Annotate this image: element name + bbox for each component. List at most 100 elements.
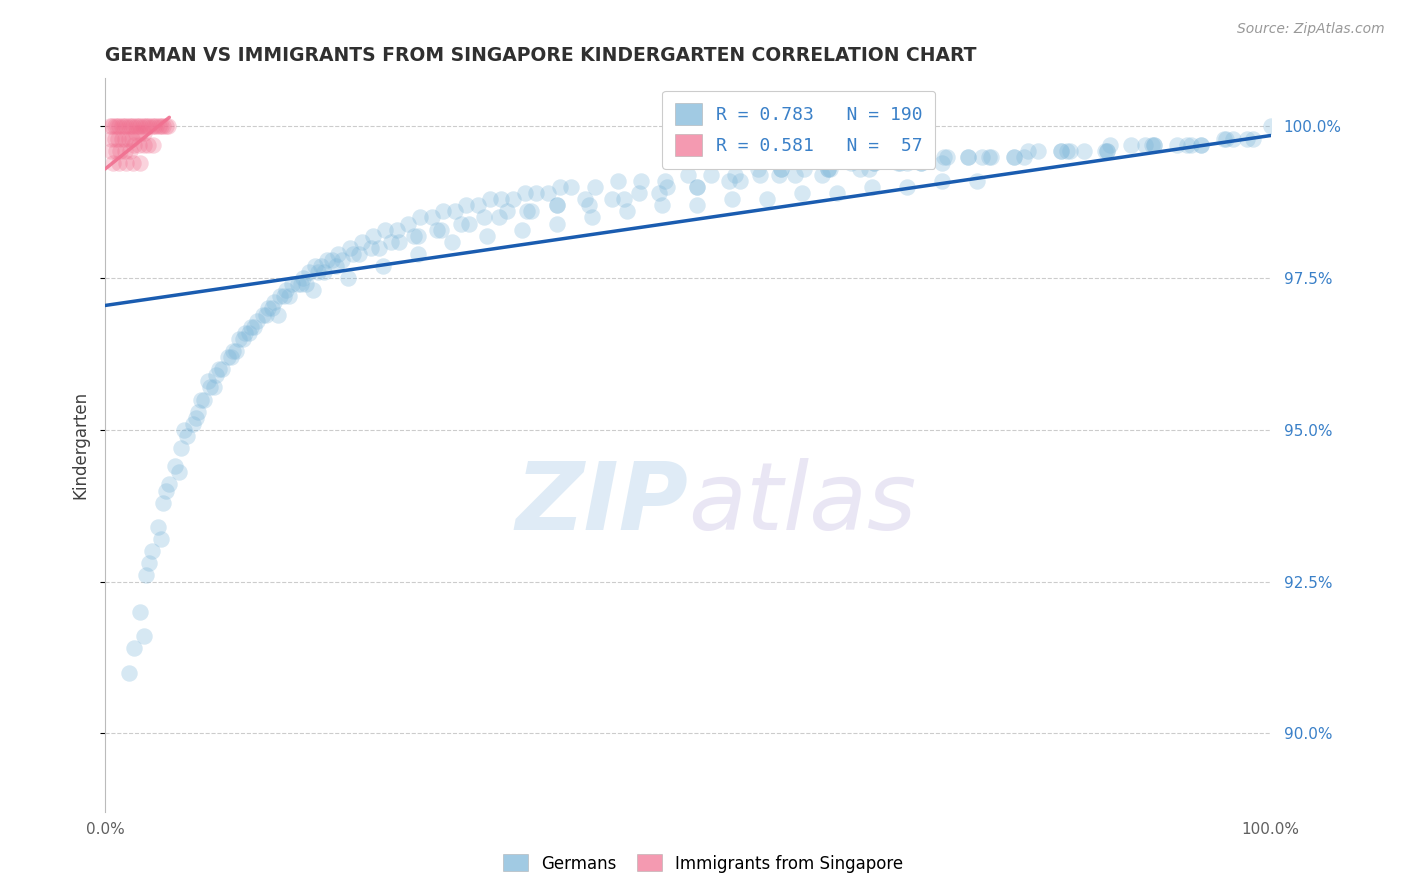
Point [385, 222, 408, 236]
Point [321, 252, 343, 267]
Point [132, 629, 155, 643]
Point [839, 156, 862, 170]
Point [129, 156, 152, 170]
Point [328, 247, 350, 261]
Point [165, 459, 187, 474]
Point [110, 144, 132, 158]
Point [131, 120, 153, 134]
Point [935, 150, 957, 164]
Point [956, 150, 979, 164]
Point [889, 156, 911, 170]
Point [512, 222, 534, 236]
Point [977, 150, 1000, 164]
Y-axis label: Kindergarten: Kindergarten [72, 391, 89, 500]
Point [1049, 144, 1071, 158]
Point [120, 120, 142, 134]
Point [910, 156, 932, 170]
Point [146, 520, 169, 534]
Point [1073, 144, 1095, 158]
Point [931, 174, 953, 188]
Point [157, 120, 180, 134]
Point [560, 180, 582, 194]
Point [478, 192, 501, 206]
Point [141, 120, 163, 134]
Point [110, 131, 132, 145]
Point [886, 156, 908, 170]
Point [654, 174, 676, 188]
Point [124, 137, 146, 152]
Text: ZIP: ZIP [515, 458, 688, 549]
Point [246, 313, 269, 327]
Text: Source: ZipAtlas.com: Source: ZipAtlas.com [1237, 22, 1385, 37]
Point [141, 544, 163, 558]
Point [142, 137, 165, 152]
Point [136, 120, 159, 134]
Point [1260, 120, 1282, 134]
Point [135, 568, 157, 582]
Point [104, 144, 127, 158]
Point [825, 186, 848, 201]
Point [118, 144, 141, 158]
Point [170, 441, 193, 455]
Point [238, 326, 260, 340]
Point [477, 228, 499, 243]
Point [578, 198, 600, 212]
Point [583, 180, 606, 194]
Point [339, 241, 361, 255]
Point [548, 180, 571, 194]
Point [314, 265, 336, 279]
Point [1140, 137, 1163, 152]
Point [115, 120, 138, 134]
Point [278, 289, 301, 303]
Point [233, 326, 256, 340]
Point [432, 204, 454, 219]
Point [315, 252, 337, 267]
Point [1236, 131, 1258, 145]
Point [155, 483, 177, 498]
Point [457, 217, 479, 231]
Point [136, 137, 159, 152]
Point [1098, 137, 1121, 152]
Point [273, 289, 295, 303]
Point [931, 156, 953, 170]
Point [127, 120, 149, 134]
Point [294, 277, 316, 292]
Point [309, 259, 332, 273]
Point [263, 295, 285, 310]
Point [101, 120, 124, 134]
Point [747, 161, 769, 176]
Point [360, 241, 382, 255]
Point [122, 120, 145, 134]
Point [910, 156, 932, 170]
Point [627, 186, 650, 201]
Point [193, 392, 215, 407]
Point [863, 156, 886, 170]
Point [896, 156, 918, 170]
Point [217, 350, 239, 364]
Point [467, 198, 489, 212]
Point [600, 192, 623, 206]
Point [686, 180, 709, 194]
Legend: R = 0.783   N = 190, R = 0.581   N =  57: R = 0.783 N = 190, R = 0.581 N = 57 [662, 91, 935, 169]
Point [105, 120, 128, 134]
Point [1097, 144, 1119, 158]
Legend: Germans, Immigrants from Singapore: Germans, Immigrants from Singapore [496, 847, 910, 880]
Point [655, 180, 678, 194]
Point [443, 204, 465, 219]
Point [450, 217, 472, 231]
Point [100, 131, 122, 145]
Point [121, 131, 143, 145]
Point [756, 192, 779, 206]
Point [409, 211, 432, 225]
Point [651, 198, 673, 212]
Point [849, 161, 872, 176]
Point [181, 417, 204, 431]
Point [1241, 131, 1264, 145]
Point [1166, 137, 1188, 152]
Point [980, 150, 1002, 164]
Point [267, 308, 290, 322]
Point [134, 120, 156, 134]
Point [676, 168, 699, 182]
Point [124, 641, 146, 656]
Point [616, 204, 638, 219]
